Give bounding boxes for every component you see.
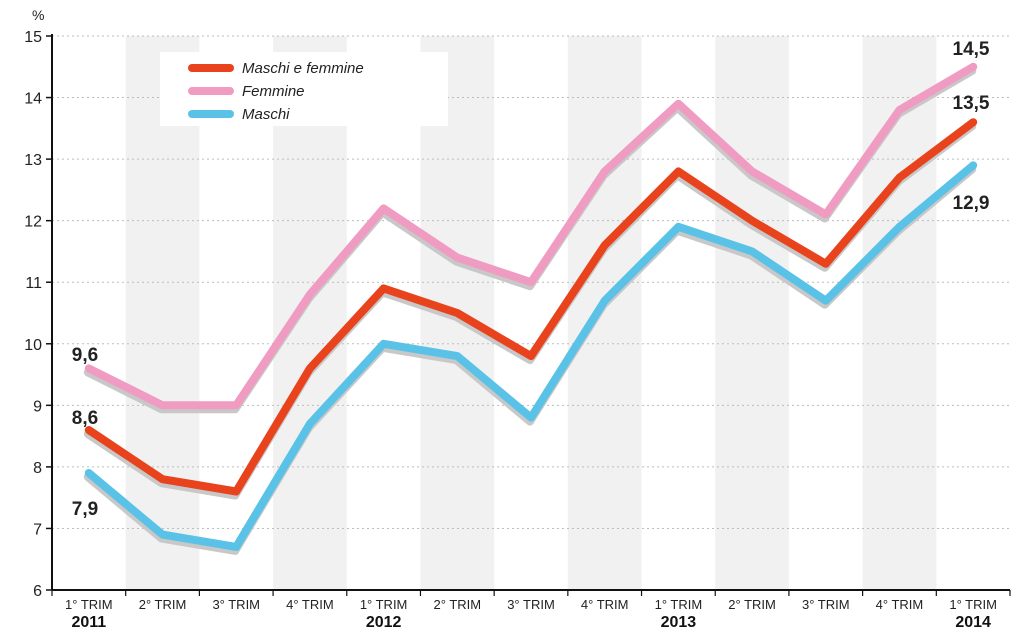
y-tick-label: 12: [24, 214, 42, 231]
y-tick-label: 9: [33, 398, 42, 415]
x-tick-label: 4° TRIM: [876, 597, 924, 612]
series-shadow-maschi-e-femmine: [83, 122, 977, 500]
x-tick-label: 4° TRIM: [286, 597, 334, 612]
x-tick-label: 1° TRIM: [65, 597, 113, 612]
year-label: 2014: [955, 614, 991, 631]
axes: [46, 34, 1011, 596]
data-label-end: 14,5: [953, 39, 990, 60]
x-tick-label: 1° TRIM: [360, 597, 408, 612]
series-line-femmine: [84, 62, 978, 410]
legend-label: Maschi e femmine: [242, 60, 364, 77]
y-tick-labels: 6 7 8 9 10 11 12 13 14 15: [24, 29, 42, 600]
series-line-maschi: [84, 161, 978, 551]
x-tick-label: 2° TRIM: [139, 597, 187, 612]
year-label: 2013: [661, 614, 697, 631]
y-tick-label: 8: [33, 460, 42, 477]
y-tick-label: 7: [33, 521, 42, 538]
y-tick-label: 13: [24, 152, 42, 169]
data-label-start: 7,9: [72, 499, 98, 520]
series-shadow-maschi: [83, 165, 977, 555]
x-tick-label: 1° TRIM: [655, 597, 703, 612]
data-label-start: 9,6: [72, 345, 98, 366]
x-tick-label: 1° TRIM: [949, 597, 997, 612]
x-tick-label: 3° TRIM: [507, 597, 555, 612]
y-tick-label: 6: [33, 583, 42, 600]
data-label-end: 12,9: [953, 193, 990, 214]
y-tick-label: 11: [25, 275, 42, 292]
legend: Maschi e femmine Femmine Maschi: [160, 52, 448, 126]
background-band: [125, 36, 200, 590]
legend-label: Femmine: [242, 83, 305, 100]
x-tick-label: 2° TRIM: [728, 597, 776, 612]
background-band: [567, 36, 642, 590]
background-band: [273, 36, 347, 590]
legend-label: Maschi: [242, 106, 290, 123]
year-label: 2011: [71, 614, 106, 631]
series-line-maschi-e-femmine: [84, 118, 978, 496]
x-tick-labels: 1° TRIM 2° TRIM 3° TRIM 4° TRIM 1° TRIM 2° TR…: [65, 597, 997, 631]
data-label-end: 13,5: [953, 93, 990, 114]
x-tick-label: 4° TRIM: [581, 597, 629, 612]
x-tick-label: 3° TRIM: [802, 597, 850, 612]
y-axis-unit: %: [32, 7, 44, 23]
data-label-start: 8,6: [72, 408, 98, 429]
data-labels: 8,6 13,5 9,6 14,5 7,9 12,9: [72, 39, 990, 520]
series-lines: [83, 62, 978, 555]
background-bands: [125, 36, 937, 590]
y-tick-label: 14: [24, 91, 42, 108]
year-label: 2012: [366, 614, 402, 631]
background-band: [862, 36, 937, 590]
x-tick-label: 2° TRIM: [434, 597, 482, 612]
y-tick-label: 10: [24, 337, 42, 354]
background-band: [715, 36, 789, 590]
x-tick-label: 3° TRIM: [212, 597, 260, 612]
y-tick-label: 15: [24, 29, 42, 46]
